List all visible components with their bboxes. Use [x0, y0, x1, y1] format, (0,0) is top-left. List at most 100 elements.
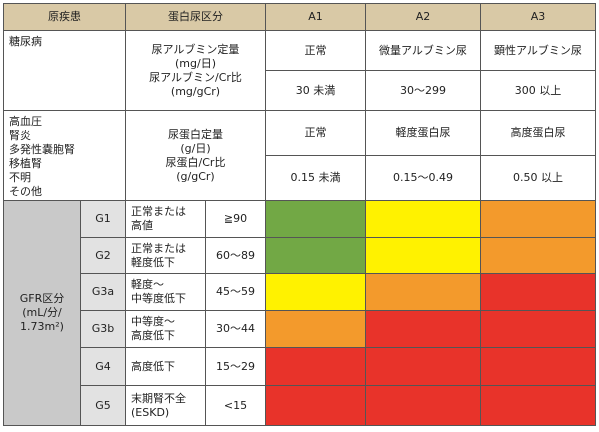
cell-text: G3a — [91, 285, 115, 298]
header-disease: 原疾患 — [3, 3, 126, 31]
cell-text: 軽度低下 — [131, 255, 175, 269]
risk-cell — [480, 347, 596, 386]
description-cell: 中等度～ 高度低下 — [125, 310, 206, 348]
cell-text: 糖尿病 — [9, 35, 42, 48]
grade-cell: G3a — [80, 273, 126, 311]
risk-cell — [365, 200, 481, 238]
cell-text: 30 未満 — [295, 83, 336, 97]
cell-text: A1 — [308, 10, 323, 23]
cell-text: 軽度～ — [131, 278, 164, 291]
cell-text: 15～29 — [216, 359, 255, 373]
risk-cell — [480, 273, 596, 311]
cell-text: その他 — [9, 185, 42, 198]
cell-text: 正常 — [304, 43, 327, 57]
cell-text: <15 — [223, 398, 248, 412]
range-cell: 30 未満 — [265, 70, 366, 111]
cell-text: (mg/日) — [175, 56, 216, 70]
description-cell: 軽度～ 中等度低下 — [125, 273, 206, 311]
cell-text: 高値 — [131, 219, 153, 232]
gfr-range-cell: 15～29 — [205, 347, 266, 386]
cell-text: G4 — [95, 359, 111, 373]
header-stage: A1 — [265, 3, 366, 31]
description-cell: 正常または 高値 — [125, 200, 206, 238]
level-cell: 正常 — [265, 110, 366, 156]
cell-text: A2 — [415, 10, 431, 23]
cell-text: 高血圧 — [9, 115, 42, 128]
gfr-label: GFR区分 (mL/分/1.73m²) — [3, 200, 81, 426]
cell-text: 尿蛋白/Cr比 — [165, 155, 226, 169]
risk-cell — [480, 310, 596, 348]
risk-cell — [265, 310, 366, 348]
gfr-range-cell: 60～89 — [205, 237, 266, 274]
description-cell: 高度低下 — [125, 347, 206, 386]
cell-text: 中等度低下 — [131, 292, 186, 305]
cell-text: (g/日) — [180, 141, 211, 155]
risk-cell — [265, 237, 366, 274]
cell-text: A3 — [530, 10, 546, 23]
cell-text: 正常または — [131, 241, 186, 255]
grade-cell: G1 — [80, 200, 126, 238]
cell-text: (g/gCr) — [176, 169, 215, 183]
risk-cell — [365, 385, 481, 426]
risk-cell — [265, 385, 366, 426]
risk-cell — [365, 273, 481, 311]
cell-text: G1 — [95, 212, 111, 225]
risk-cell — [265, 347, 366, 386]
risk-cell — [365, 310, 481, 348]
level-cell: 高度蛋白尿 — [480, 110, 596, 156]
cell-text: 高度低下 — [131, 329, 175, 342]
cell-text: GFR区分 — [19, 292, 65, 305]
risk-cell — [480, 200, 596, 238]
cell-text: 微量アルブミン尿 — [379, 43, 467, 57]
cell-text: ≧90 — [223, 212, 248, 225]
cell-text: 不明 — [9, 171, 31, 184]
cell-text: 高度蛋白尿 — [510, 126, 566, 139]
grade-cell: G4 — [80, 347, 126, 386]
cell-text: 0.50 以上 — [513, 171, 563, 184]
range-cell: 300 以上 — [480, 70, 596, 111]
level-cell: 顕性アルブミン尿 — [480, 30, 596, 71]
cell-text: G5 — [95, 398, 111, 412]
cell-text: 中等度～ — [131, 315, 175, 328]
grade-cell: G2 — [80, 237, 126, 274]
range-cell: 0.15～0.49 — [365, 155, 481, 201]
cell-text: 1.73m²) — [20, 320, 64, 333]
description-cell: 正常または 軽度低下 — [125, 237, 206, 274]
cell-text: (mg/gCr) — [170, 84, 221, 98]
measure-cell: 尿蛋白定量 (g/日) 尿蛋白/Cr比 (g/gCr) — [125, 110, 266, 201]
risk-cell — [265, 273, 366, 311]
cell-text: 0.15 未満 — [290, 171, 341, 184]
cell-text: G2 — [95, 248, 111, 262]
cell-text: 尿アルブミン定量 — [151, 42, 240, 56]
cell-text: 多発性嚢胞腎 — [9, 143, 75, 156]
cell-text: 正常 — [304, 126, 327, 139]
disease-cell: 高血圧 腎炎 多発性嚢胞腎 移植腎 不明 その他 — [3, 110, 126, 201]
cell-text: 45～59 — [216, 285, 255, 298]
measure-cell: 尿アルブミン定量 (mg/日) 尿アルブミン/Cr比 (mg/gCr) — [125, 30, 266, 111]
risk-cell — [480, 385, 596, 426]
cell-text: 0.15～0.49 — [393, 171, 453, 184]
gfr-range-cell: 45～59 — [205, 273, 266, 311]
grade-cell: G3b — [80, 310, 126, 348]
risk-cell — [365, 347, 481, 386]
cell-text: 移植腎 — [9, 157, 42, 170]
header-stage: A2 — [365, 3, 481, 31]
description-cell: 末期腎不全 (ESKD) — [125, 385, 206, 426]
range-cell: 30～299 — [365, 70, 481, 111]
grade-cell: G5 — [80, 385, 126, 426]
cell-text: 高度低下 — [131, 359, 175, 373]
header-proteinuria: 蛋白尿区分 — [125, 3, 266, 31]
cell-text: G3b — [91, 322, 115, 335]
cell-text: 30～44 — [216, 322, 255, 335]
level-cell: 微量アルブミン尿 — [365, 30, 481, 71]
cell-text: 軽度蛋白尿 — [395, 126, 451, 139]
cell-text: (ESKD) — [131, 405, 170, 419]
cell-text: (mL/分/ — [22, 306, 62, 319]
range-cell: 0.50 以上 — [480, 155, 596, 201]
cell-text: 原疾患 — [48, 10, 81, 23]
cell-text: 30～299 — [400, 83, 446, 97]
gfr-range-cell: <15 — [205, 385, 266, 426]
cell-text: 300 以上 — [514, 83, 562, 97]
risk-cell — [265, 200, 366, 238]
